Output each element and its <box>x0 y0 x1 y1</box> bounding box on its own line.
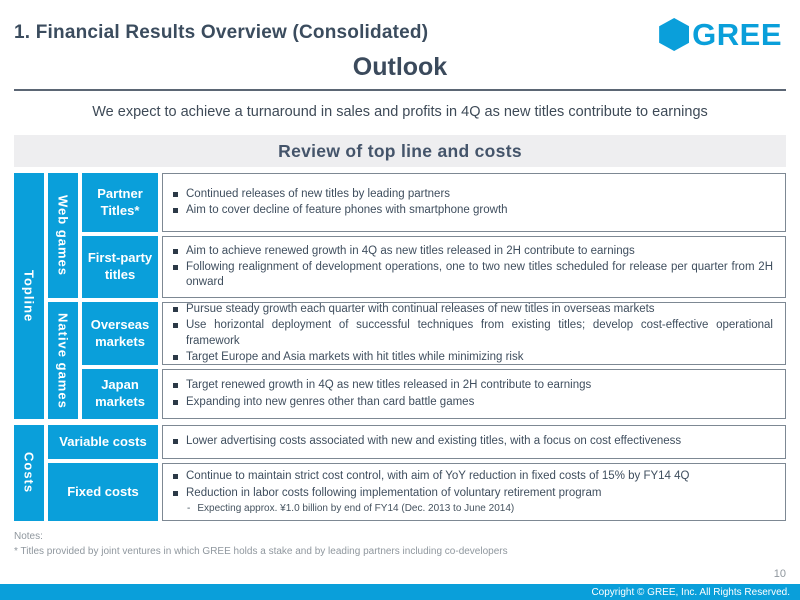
bullet-square-icon <box>173 264 178 270</box>
header-row: 1. Financial Results Overview (Consolida… <box>14 14 786 51</box>
bullet-item: Aim to cover decline of feature phones w… <box>173 203 773 218</box>
notes-label: Notes: <box>14 531 43 542</box>
bullet-item: Aim to achieve renewed growth in 4Q as n… <box>173 244 773 259</box>
bullet-text: Aim to achieve renewed growth in 4Q as n… <box>186 244 635 257</box>
bullet-square-icon <box>173 307 178 313</box>
bullet-square-icon <box>173 439 178 445</box>
bullet-text: Expanding into new genres other than car… <box>186 395 475 408</box>
row-label-first-party-titles: First-party titles <box>82 236 158 298</box>
topline-group: Topline Web games Native games Partner T… <box>14 173 786 419</box>
bullet-text: Aim to cover decline of feature phones w… <box>186 204 508 216</box>
title-divider <box>14 89 786 91</box>
bullet-item: Continue to maintain strict cost control… <box>173 469 773 484</box>
overview-table: Topline Web games Native games Partner T… <box>14 173 786 521</box>
banner-review-title: Review of top line and costs <box>14 135 786 167</box>
bullet-square-icon <box>173 474 178 480</box>
gree-logo: GREE <box>659 14 786 51</box>
bullet-text: Reduction in labor costs following imple… <box>186 486 602 499</box>
notes: Notes: * Titles provided by joint ventur… <box>14 530 786 559</box>
header: 1. Financial Results Overview (Consolida… <box>0 0 800 120</box>
bullet-square-icon <box>173 323 178 329</box>
footer-bar: Copyright © GREE, Inc. All Rights Reserv… <box>0 584 800 600</box>
row-label-fixed-costs: Fixed costs <box>48 463 158 521</box>
copyright-text: Copyright © GREE, Inc. All Rights Reserv… <box>591 586 790 598</box>
bullet-square-icon <box>173 191 178 197</box>
bullet-item: Expanding into new genres other than car… <box>173 395 773 410</box>
gree-logo-text: GREE <box>692 17 782 52</box>
bullet-square-icon <box>173 383 178 389</box>
group-label-costs: Costs <box>14 425 44 521</box>
sub-bullet-dash: - <box>187 502 191 514</box>
subtitle: We expect to achieve a turnaround in sal… <box>92 104 708 120</box>
page-title: Outlook <box>352 53 448 81</box>
subgroup-label-native-games: Native games <box>48 302 78 419</box>
gree-hexagon-icon <box>659 18 690 51</box>
bullet-item: Reduction in labor costs following imple… <box>173 486 773 501</box>
bullet-text: Following realignment of development ope… <box>186 260 773 289</box>
bullet-text: Continued releases of new titles by lead… <box>186 187 451 200</box>
content-first-party-titles: Aim to achieve renewed growth in 4Q as n… <box>162 236 786 298</box>
bullet-text: Continue to maintain strict cost control… <box>186 470 690 483</box>
bullet-square-icon <box>173 354 178 360</box>
sub-bullet-item: - Expecting approx. ¥1.0 billion by end o… <box>173 502 773 515</box>
bullet-text: Use horizontal deployment of successful … <box>186 319 773 347</box>
bullet-text: Pursue steady growth each quarter with c… <box>186 303 655 316</box>
content-variable-costs: Lower advertising costs associated with … <box>162 425 786 459</box>
bullet-square-icon <box>173 490 178 496</box>
row-label-japan-markets: Japan markets <box>82 369 158 419</box>
page-number: 10 <box>773 568 786 580</box>
bullet-item: Target Europe and Asia markets with hit … <box>173 350 773 365</box>
bullet-square-icon <box>173 248 178 254</box>
section-title: 1. Financial Results Overview (Consolida… <box>14 22 429 43</box>
bullet-text: Lower advertising costs associated with … <box>186 435 682 448</box>
group-label-topline: Topline <box>14 173 44 419</box>
costs-group: Costs Variable costs Lower advertising c… <box>14 425 786 521</box>
bullet-text: Target renewed growth in 4Q as new title… <box>186 379 592 392</box>
bullet-text: Target Europe and Asia markets with hit … <box>186 350 524 363</box>
content-partner-titles: Continued releases of new titles by lead… <box>162 173 786 232</box>
row-label-variable-costs: Variable costs <box>48 425 158 459</box>
bullet-square-icon <box>173 399 178 405</box>
bullet-item: Pursue steady growth each quarter with c… <box>173 302 773 317</box>
content-overseas-markets: Pursue steady growth each quarter with c… <box>162 302 786 365</box>
bullet-item: Target renewed growth in 4Q as new title… <box>173 378 773 393</box>
content-fixed-costs: Continue to maintain strict cost control… <box>162 463 786 521</box>
bullet-square-icon <box>173 208 178 213</box>
bullet-item: Lower advertising costs associated with … <box>173 434 773 449</box>
sub-bullet-text: Expecting approx. ¥1.0 billion by end of… <box>197 502 515 514</box>
bullet-item: Use horizontal deployment of successful … <box>173 318 773 348</box>
bullet-item: Continued releases of new titles by lead… <box>173 187 773 202</box>
content-japan-markets: Target renewed growth in 4Q as new title… <box>162 369 786 419</box>
subgroup-label-web-games: Web games <box>48 173 78 298</box>
bullet-item: Following realignment of development ope… <box>173 260 773 290</box>
row-label-partner-titles: Partner Titles* <box>82 173 158 232</box>
notes-text: * Titles provided by joint ventures in w… <box>14 545 508 557</box>
row-label-overseas-markets: Overseas markets <box>82 302 158 365</box>
